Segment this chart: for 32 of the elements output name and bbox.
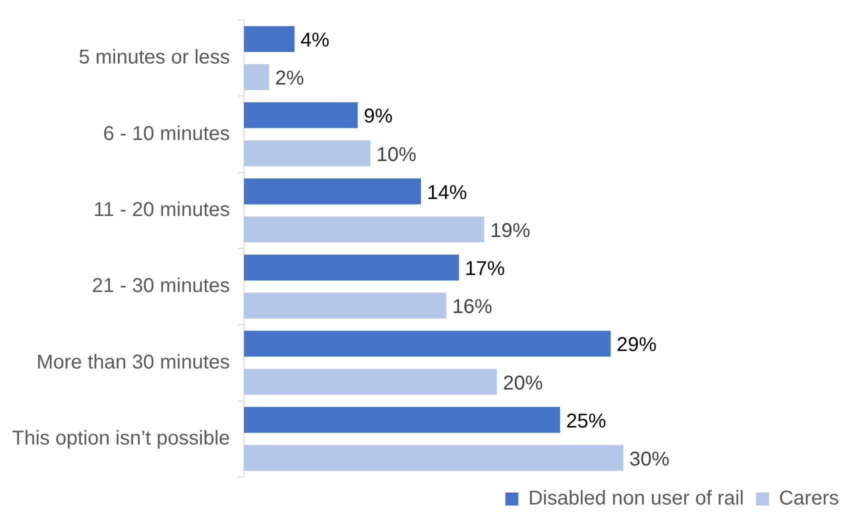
- data-label: 16%: [452, 296, 493, 318]
- bar: [244, 178, 421, 204]
- y-tick-label: More than 30 minutes: [36, 351, 230, 374]
- y-tick-label: 11 - 20 minutes: [94, 198, 230, 221]
- data-label: 25%: [566, 410, 606, 432]
- data-label: 2%: [275, 68, 304, 90]
- bar: [244, 26, 294, 52]
- data-label: 4%: [300, 30, 330, 52]
- legend-label: Carers: [778, 488, 840, 510]
- y-tick-label: 6 - 10 minutes: [103, 122, 230, 145]
- data-label: 9%: [364, 106, 393, 128]
- bar: [244, 368, 497, 395]
- data-label: 20%: [502, 372, 544, 394]
- bar: [244, 292, 446, 319]
- bar: [244, 254, 459, 280]
- bar: [244, 406, 560, 433]
- data-label: 19%: [490, 220, 530, 242]
- data-label: 29%: [616, 334, 657, 356]
- bar: [244, 102, 358, 128]
- bar: [244, 140, 370, 166]
- bar: [244, 445, 624, 471]
- y-tick-label: 21 - 30 minutes: [92, 275, 230, 298]
- data-label: 17%: [464, 258, 506, 280]
- bar: [244, 64, 270, 90]
- data-label: 30%: [629, 448, 670, 470]
- y-tick-label: This option isn’t possible: [12, 427, 230, 450]
- y-tick-label: 5 minutes or less: [78, 46, 230, 69]
- bar: [244, 216, 484, 242]
- legend-label: Disabled non user of rail: [528, 488, 744, 510]
- data-label: 10%: [376, 144, 417, 166]
- bar: [244, 330, 611, 357]
- data-label: 14%: [426, 182, 468, 204]
